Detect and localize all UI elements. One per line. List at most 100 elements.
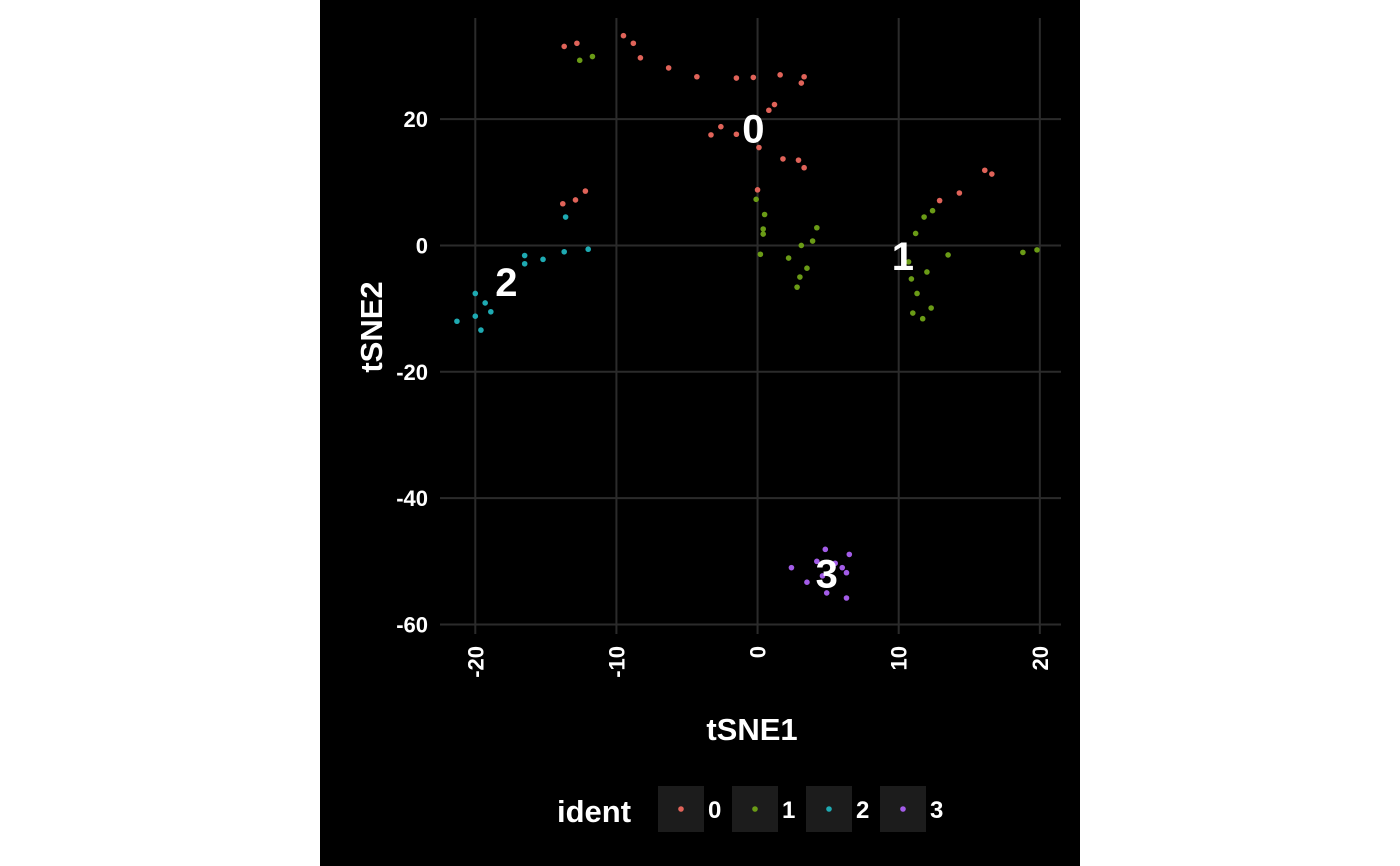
legend-title: ident [557, 794, 631, 829]
data-point-cluster-1 [929, 207, 936, 214]
data-point-cluster-2 [561, 248, 567, 255]
data-point-cluster-3 [832, 560, 838, 567]
data-point-cluster-1 [919, 315, 926, 322]
data-point-cluster-0 [989, 171, 995, 177]
data-point-cluster-3 [788, 564, 795, 571]
cluster-label-2: 2 [495, 261, 517, 305]
legend-swatch-0 [678, 806, 684, 812]
data-point-cluster-2 [478, 327, 484, 333]
data-point-cluster-2 [488, 308, 494, 315]
data-point-cluster-1 [928, 305, 934, 311]
data-point-cluster-2 [472, 313, 479, 320]
data-point-cluster-0 [733, 131, 740, 138]
data-point-cluster-1 [1034, 247, 1040, 253]
data-point-cluster-1 [905, 259, 912, 265]
data-point-cluster-1 [914, 290, 920, 297]
data-point-cluster-0 [582, 188, 589, 194]
data-point-cluster-1 [589, 53, 596, 60]
legend-label-0: 0 [708, 797, 721, 824]
data-point-cluster-1 [809, 238, 816, 244]
data-point-cluster-0 [733, 75, 740, 81]
cluster-label-1: 1 [892, 235, 914, 279]
data-point-cluster-0 [572, 197, 579, 203]
x-tick-label: -20 [463, 646, 488, 678]
data-point-cluster-3 [843, 595, 850, 601]
data-point-cluster-0 [574, 40, 580, 47]
gridlines [440, 18, 1061, 634]
data-point-cluster-0 [798, 80, 805, 86]
data-point-cluster-0 [718, 123, 724, 130]
data-point-cluster-0 [750, 74, 757, 81]
legend: ident 0 1 2 3 [557, 786, 943, 832]
data-point-cluster-1 [912, 230, 919, 237]
data-point-cluster-1 [921, 214, 927, 220]
data-point-cluster-1 [798, 242, 805, 249]
data-point-cluster-3 [843, 569, 850, 576]
data-point-cluster-1 [761, 211, 768, 218]
cluster-label-3: 3 [816, 552, 838, 596]
data-point-cluster-0 [708, 132, 714, 138]
legend-label-2: 2 [856, 797, 869, 824]
data-point-cluster-0 [801, 164, 807, 171]
data-point-cluster-0 [559, 200, 566, 207]
data-point-cluster-0 [981, 167, 988, 174]
data-point-cluster-0 [936, 197, 943, 204]
data-point-cluster-2 [482, 300, 488, 306]
legend-swatch-2 [826, 806, 832, 812]
data-point-cluster-1 [910, 310, 916, 316]
data-point-cluster-0 [780, 156, 786, 162]
data-point-cluster-0 [561, 43, 567, 50]
data-point-cluster-3 [846, 551, 853, 558]
data-point-cluster-0 [694, 73, 700, 80]
data-point-cluster-1 [785, 255, 792, 261]
data-point-cluster-3 [839, 564, 846, 571]
legend-swatch-1 [752, 806, 758, 812]
data-point-cluster-1 [757, 251, 764, 258]
y-tick-label: 0 [416, 233, 428, 258]
data-point-cluster-1 [760, 231, 767, 237]
y-tick-label: -40 [396, 486, 428, 511]
data-point-cluster-2 [521, 260, 528, 267]
data-point-cluster-0 [771, 101, 778, 108]
data-point-cluster-1 [797, 274, 803, 280]
data-point-cluster-2 [521, 252, 528, 259]
data-point-cluster-0 [630, 40, 637, 47]
legend-label-3: 3 [930, 797, 943, 824]
data-point-cluster-1 [760, 226, 767, 232]
data-point-cluster-1 [804, 265, 810, 271]
data-point-cluster-1 [814, 224, 820, 231]
y-axis-title: tSNE2 [354, 281, 389, 372]
data-point-cluster-0 [620, 32, 627, 39]
x-tick-label: 0 [746, 646, 771, 658]
data-point-cluster-0 [637, 55, 644, 61]
x-axis-ticks: -20 -10 0 10 20 [463, 646, 1053, 678]
legend-swatch-3 [900, 806, 906, 812]
y-axis-ticks: 20 0 -20 -40 -60 [396, 107, 428, 637]
data-point-cluster-0 [754, 187, 761, 193]
data-point-cluster-1 [924, 269, 930, 275]
legend-label-1: 1 [782, 797, 795, 824]
data-point-cluster-1 [794, 284, 800, 290]
data-point-cluster-0 [766, 107, 772, 114]
data-point-cluster-0 [777, 72, 783, 78]
data-point-cluster-1 [1020, 249, 1026, 256]
data-point-cluster-2 [472, 290, 479, 297]
data-point-cluster-2 [562, 214, 569, 220]
data-point-cluster-0 [956, 190, 963, 196]
y-tick-label: -20 [396, 360, 428, 385]
data-point-cluster-3 [804, 579, 810, 585]
x-tick-label: -10 [604, 646, 629, 678]
data-point-cluster-0 [665, 65, 672, 71]
data-point-cluster-3 [823, 590, 830, 596]
y-tick-label: 20 [404, 107, 428, 132]
data-points [454, 32, 1040, 601]
data-point-cluster-1 [945, 252, 951, 258]
data-point-cluster-1 [753, 196, 759, 203]
x-tick-label: 20 [1028, 646, 1053, 670]
data-point-cluster-0 [801, 73, 807, 80]
data-point-cluster-3 [822, 546, 829, 553]
data-point-cluster-1 [908, 276, 915, 282]
x-axis-title: tSNE1 [706, 712, 797, 747]
data-point-cluster-2 [585, 246, 591, 253]
